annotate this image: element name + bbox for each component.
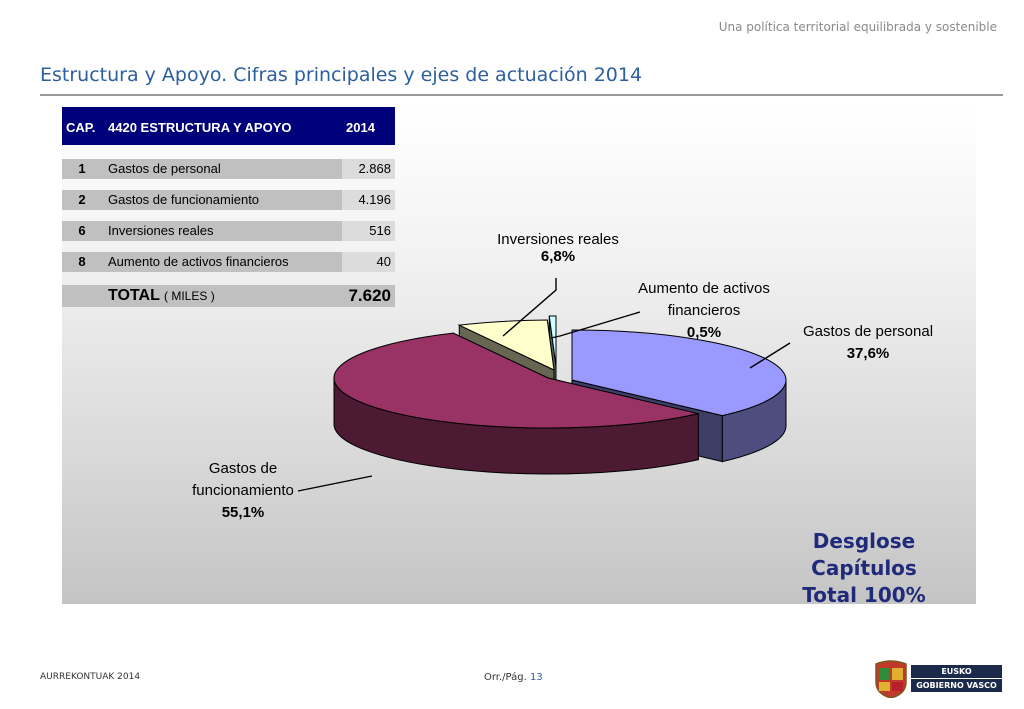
table-row: 8 Aumento de activos financieros 40 [62, 252, 395, 272]
pie-leaders [297, 278, 791, 492]
col-year: 2014 [346, 120, 375, 135]
pie-tops [333, 315, 787, 429]
table-header: CAP. 4420 ESTRUCTURA Y APOYO 2014 [62, 107, 395, 145]
slice-gastos-personal [571, 329, 787, 417]
total-label-text: TOTAL [108, 287, 160, 304]
leader-personal [749, 342, 791, 369]
page-number: 13 [529, 672, 543, 683]
slice-label-pct: 55,1% [221, 504, 265, 521]
header-tagline: Una política territorial equilibrada y s… [718, 20, 997, 34]
label-funcionamiento: Gastos de funcionamiento 55,1% [174, 458, 312, 524]
slice-inversiones-reales [457, 319, 555, 371]
row-value: 4.196 [342, 190, 395, 210]
footer-label: AURREKONTUAK 2014 [40, 672, 141, 682]
leader-funcionamiento [297, 475, 373, 492]
table-row: 1 Gastos de personal 2.868 [62, 159, 395, 179]
page-indicator: Orr./Pág. 13 [484, 672, 543, 683]
slice-label-name-cont: financieros [667, 302, 741, 319]
total-unit: ( MILES ) [164, 289, 215, 303]
coat-of-arms-icon [875, 660, 907, 698]
page-title: Estructura y Apoyo. Cifras principales y… [40, 64, 643, 86]
slice-activos-financieros [548, 315, 557, 367]
slice-label-pct: 0,5% [686, 324, 722, 341]
total-value: 7.620 [348, 286, 391, 305]
col-cap: CAP. [66, 120, 96, 135]
row-cap: 2 [62, 190, 102, 210]
row-cap: 8 [62, 252, 102, 272]
col-name: 4420 ESTRUCTURA Y APOYO [108, 120, 292, 135]
table-total-row: TOTAL ( MILES ) 7.620 [62, 285, 395, 307]
chart-caption: Desglose Capítulos Total 100% [760, 528, 968, 609]
page-label: Orr./Pág. [484, 672, 527, 683]
slice-label-name-cont: funcionamiento [192, 482, 294, 499]
chart-subtitle: Total 100% [802, 583, 926, 607]
slice-label-name: Gastos de [208, 460, 278, 477]
row-value: 2.868 [342, 159, 395, 179]
slice-label-name: Inversiones reales [497, 231, 619, 248]
row-value: 516 [342, 221, 395, 241]
row-cap: 1 [62, 159, 102, 179]
label-personal: Gastos de personal 37,6% [786, 321, 950, 365]
logo-line-1: EUSKO JAURLARITZA [911, 665, 1002, 689]
row-label: Gastos de personal [102, 159, 342, 179]
table-row: 2 Gastos de funcionamiento 4.196 [62, 190, 395, 210]
slice-label-name: Aumento de activos [638, 280, 770, 297]
row-cap: 6 [62, 221, 102, 241]
row-value: 40 [342, 252, 395, 272]
row-label: Aumento de activos financieros [102, 252, 342, 272]
slice-label-name: Gastos de personal [802, 323, 934, 340]
row-label: Inversiones reales [102, 221, 342, 241]
title-divider [40, 94, 1003, 96]
leader-activos [550, 311, 641, 339]
row-label: Gastos de funcionamiento [102, 190, 342, 210]
label-inversiones: Inversiones reales 6,8% [440, 231, 676, 265]
slice-gastos-funcionamiento [333, 332, 699, 429]
slice-label-pct: 6,8% [540, 248, 576, 265]
slice-label-pct: 37,6% [846, 345, 890, 362]
chart-title: Desglose Capítulos [811, 529, 917, 580]
gobierno-vasco-logo: EUSKO JAURLARITZA GOBIERNO VASCO [874, 658, 1002, 698]
logo-line-2: GOBIERNO VASCO [911, 679, 1002, 692]
table-row: 6 Inversiones reales 516 [62, 221, 395, 241]
leader-inversiones [502, 278, 557, 337]
label-activos: Aumento de activos financieros 0,5% [604, 278, 804, 344]
total-label: TOTAL ( MILES ) [108, 287, 215, 305]
